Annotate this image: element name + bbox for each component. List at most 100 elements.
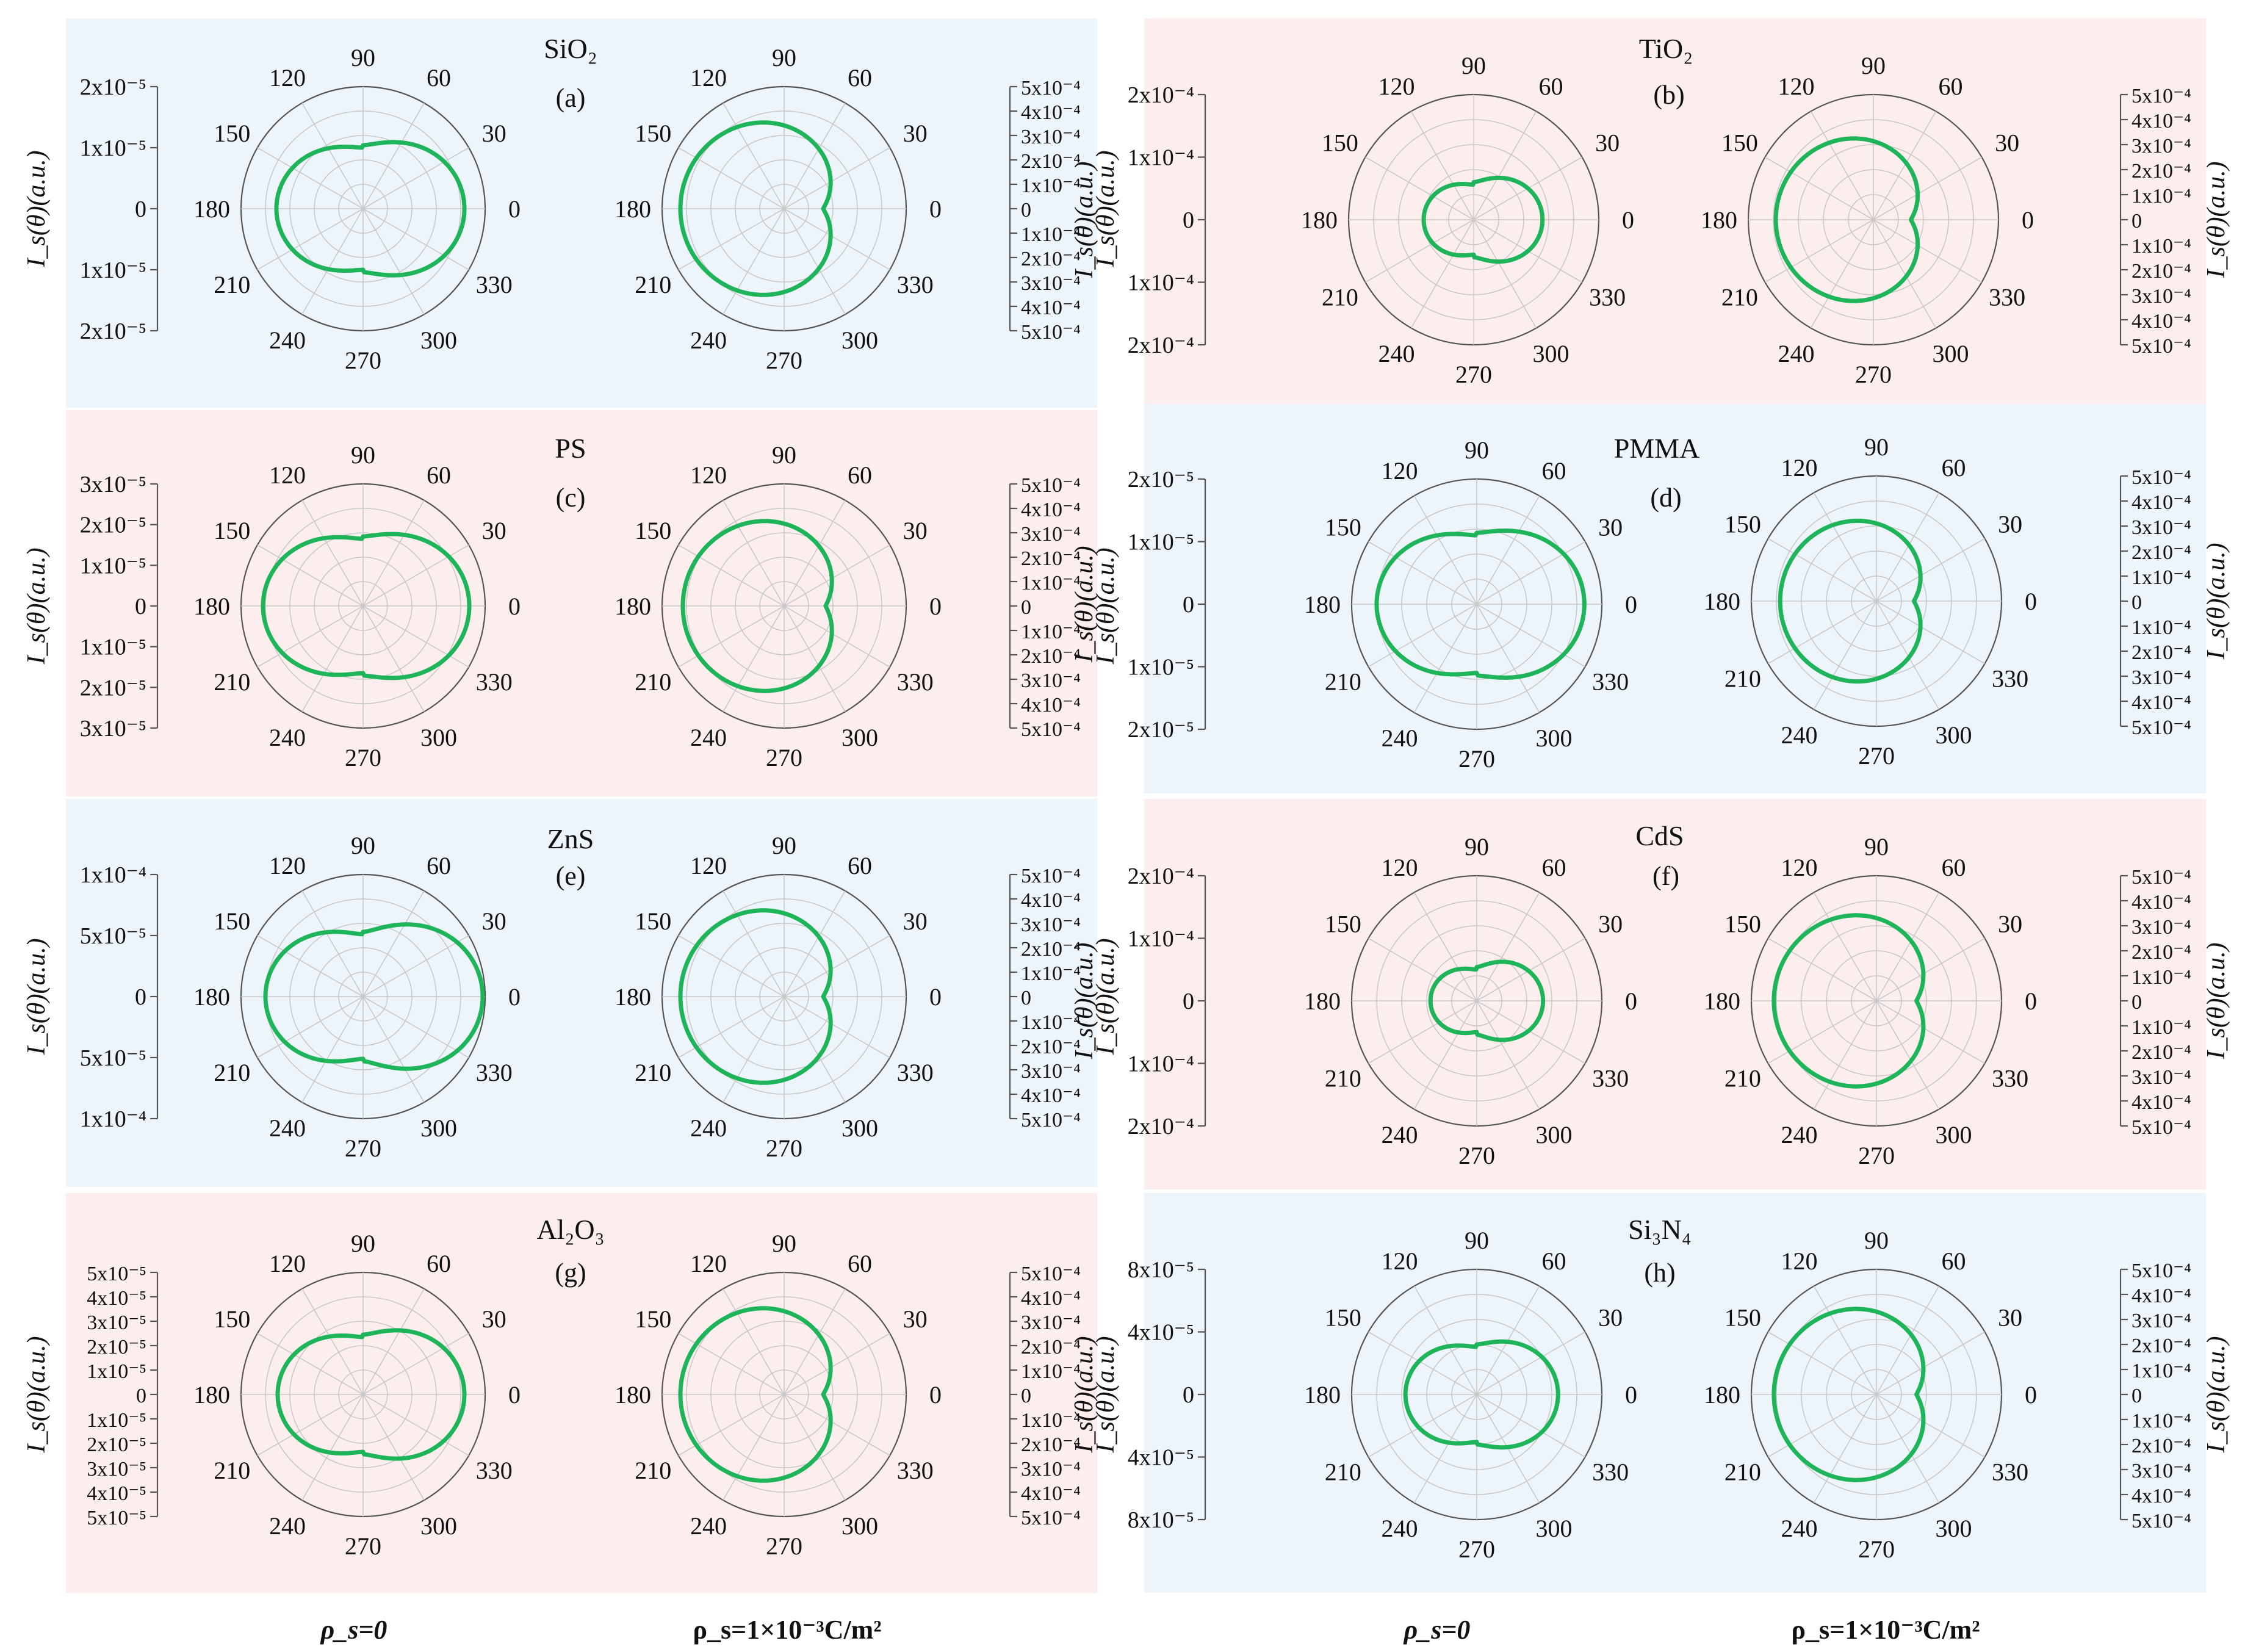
panel-h-right-axis-title: I_s(θ)(a.u.) xyxy=(2202,1336,2230,1454)
panel-a-right-angle-label-90: 90 xyxy=(772,44,796,71)
panel-g-right-spoke-330 xyxy=(784,1394,890,1456)
panel-h-left-angle-label-60: 60 xyxy=(1542,1247,1566,1275)
panel-a-left-axis-tick-label-4: 2x10⁻⁵ xyxy=(80,319,146,344)
panel-h-right-axis-tick-label-5: 0 xyxy=(2132,1385,2142,1407)
panel-h-left-angle-label-240: 240 xyxy=(1382,1515,1418,1542)
panel-f-right-axis-tick-label-10: 5x10⁻⁴ xyxy=(2132,1116,2191,1139)
panel-e-right-angle-label-180: 180 xyxy=(614,983,651,1011)
panel-f-right-angle-label-210: 210 xyxy=(1724,1065,1761,1092)
panel-a-left-radial-axis: 2x10⁻⁵ 1x10⁻⁵ 0 1x10⁻⁵ 2x10⁻⁵ I_s(θ)(a.u.) xyxy=(23,74,159,344)
panel-g-right-axis-tick-label-4: 1x10⁻⁴ xyxy=(1021,1360,1081,1383)
panel-h-right-angle-label-120: 120 xyxy=(1781,1247,1818,1275)
panel-f-right-axis-tick-label-5: 0 xyxy=(2132,991,2142,1014)
panel-d-left-angle-label-90: 90 xyxy=(1465,436,1489,464)
panel-f-right-angle-label-120: 120 xyxy=(1781,854,1818,881)
panel-f-left-angle-label-330: 330 xyxy=(1592,1065,1629,1092)
panel-b-right-angle-label-120: 120 xyxy=(1778,73,1815,100)
panel-f-material-label: CdS xyxy=(1635,820,1684,851)
panel-h-right-spoke-120 xyxy=(1813,1286,1877,1395)
panel-f-left-angle-label-0: 0 xyxy=(1625,987,1637,1015)
panel-a-right-axis-tick-label-10: 5x10⁻⁴ xyxy=(1021,321,1081,344)
panel-b-left-angle-label-120: 120 xyxy=(1378,73,1415,100)
panel-f-left-spoke-150 xyxy=(1368,937,1477,1001)
panel-d-right-spoke-330 xyxy=(1876,601,1985,665)
panel-f-left-intensity-curve xyxy=(1428,959,1546,1042)
panel-c-left-intensity-curve xyxy=(261,532,472,680)
panel-a-right-angle-label-0: 0 xyxy=(929,195,942,223)
panel-c-left-angle-label-0: 0 xyxy=(508,593,521,620)
panel-d-right-angle-label-180: 180 xyxy=(1704,588,1740,615)
panel-a-left-angle-label-180: 180 xyxy=(193,195,230,223)
panel-b-right-angle-label-30: 30 xyxy=(1995,129,2019,157)
panel-e-right-spoke-120 xyxy=(723,890,785,997)
panel-e: 0 30 60 90 120 150 180 210 240 270 300 330 0 30 60 90 12… xyxy=(23,799,1120,1187)
panel-g-left-spoke-210 xyxy=(257,1394,364,1456)
panel-b-left-angle-label-90: 90 xyxy=(1461,52,1486,79)
panel-d-left-angle-label-330: 330 xyxy=(1592,668,1629,696)
panel-d-right-spoke-30 xyxy=(1876,538,1985,602)
panel-e-right-axis-tick-label-3: 2x10⁻⁴ xyxy=(1021,938,1081,961)
panel-d-right-angle-label-210: 210 xyxy=(1724,665,1761,693)
panel-f-left-axis-tick-label-2: 0 xyxy=(1183,989,1194,1014)
panel-background xyxy=(66,799,1097,1187)
panel-b-left-angle-label-300: 300 xyxy=(1533,340,1569,367)
panel-h-right-angle-label-90: 90 xyxy=(1864,1227,1889,1254)
panel-c-right-spoke-300 xyxy=(784,605,846,712)
panel-h-right-axis-tick-label-9: 4x10⁻⁴ xyxy=(2132,1485,2191,1507)
panel-a-right-axis-tick-label-6: 1x10⁻⁴ xyxy=(1021,223,1081,246)
panel-b-left-spoke-150 xyxy=(1365,156,1474,220)
panel-c-left-angle-label-210: 210 xyxy=(214,668,250,696)
panel-a-left-spoke-60 xyxy=(362,103,425,209)
panel-g-right-axis-tick-label-2: 3x10⁻⁴ xyxy=(1021,1311,1081,1334)
panel-d-right-axis-tick-label-8: 3x10⁻⁴ xyxy=(2132,666,2191,689)
panel-b-right-radial-axis: 5x10⁻⁴4x10⁻⁴3x10⁻⁴2x10⁻⁴1x10⁻⁴01x10⁻⁴2x1… xyxy=(2119,85,2230,358)
panel-h-right-angle-label-60: 60 xyxy=(1942,1247,1966,1275)
panel-c-material-label: PS xyxy=(555,433,586,464)
panel-h-right-spoke-150 xyxy=(1768,1331,1877,1395)
panel-d-left-angle-label-0: 0 xyxy=(1625,591,1637,618)
panel-a-left-axis-tick-label-1: 1x10⁻⁵ xyxy=(80,135,146,161)
panel-g-left-axis-tick-label-4: 1x10⁻⁵ xyxy=(87,1360,146,1383)
panel-h-right-axis-tick-label-7: 2x10⁻⁴ xyxy=(2132,1435,2191,1457)
panel-g-left-axis-title: I_s(θ)(a.u.) xyxy=(23,1336,51,1454)
panel-d-left-spoke-240 xyxy=(1413,604,1477,713)
panel-g-left-angle-label-120: 120 xyxy=(269,1250,306,1277)
panel-g-right-spoke-300 xyxy=(784,1394,846,1501)
panel-a-left-spoke-150 xyxy=(257,147,364,209)
panel-f-left-angle-label-270: 270 xyxy=(1458,1142,1495,1169)
panel-d-right-angle-label-270: 270 xyxy=(1858,742,1895,770)
panel-g-left-spoke-300 xyxy=(362,1394,425,1501)
panel-e-left-angle-label-240: 240 xyxy=(269,1114,306,1142)
panel-h-right-polar: 0 30 60 90 120 150 180 210 240 270 300 330 xyxy=(1704,1227,2037,1563)
panel-a-left-spoke-240 xyxy=(301,208,364,315)
panel-g-right-axis-tick-label-3: 2x10⁻⁴ xyxy=(1021,1336,1081,1358)
panel-e-left-axis-tick-label-2: 0 xyxy=(135,984,146,1010)
panel-e-right-intensity-curve xyxy=(678,908,833,1085)
panel-h-right-angle-label-300: 300 xyxy=(1936,1515,1972,1542)
panel-h-right-angle-label-270: 270 xyxy=(1858,1535,1895,1563)
panel-e-right-spoke-30 xyxy=(784,935,890,997)
panel-e-right-angle-label-0: 0 xyxy=(929,983,942,1011)
panel-g-right-axis-tick-label-10: 5x10⁻⁴ xyxy=(1021,1507,1081,1529)
panel-f-right-spoke-120 xyxy=(1813,892,1877,1001)
panel-a-right-intensity-curve xyxy=(678,120,833,297)
panel-d-right-angle-label-150: 150 xyxy=(1724,511,1761,538)
panel-a-left-axis-tick-label-2: 0 xyxy=(135,197,146,222)
panel-b-right-spoke-210 xyxy=(1765,219,1874,283)
panel-a-left-angle-label-30: 30 xyxy=(482,120,506,147)
panel-g-right-axis-tick-label-8: 3x10⁻⁴ xyxy=(1021,1458,1081,1481)
panel-c-left-angle-label-150: 150 xyxy=(214,517,250,544)
panel-g-left-angle-label-90: 90 xyxy=(351,1230,375,1257)
panel-d-right-angle-label-330: 330 xyxy=(1992,665,2028,693)
panel-h-right-axis-tick-label-4: 1x10⁻⁴ xyxy=(2132,1360,2191,1382)
panel-d-left-angle-label-60: 60 xyxy=(1542,457,1566,485)
panel-d-left-spoke-300 xyxy=(1476,604,1540,713)
panel-a-right-spoke-330 xyxy=(784,208,890,270)
panel-f-right-polar: 0 30 60 90 120 150 180 210 240 270 300 330 xyxy=(1704,833,2037,1169)
panel-a-right-axis-tick-label-1: 4x10⁻⁴ xyxy=(1021,101,1081,124)
panel-g-right-spoke-60 xyxy=(784,1288,846,1395)
panel-c-right-axis-tick-label-7: 2x10⁻⁴ xyxy=(1021,645,1081,668)
panel-h-left-spoke-330 xyxy=(1476,1394,1585,1458)
panel-e-right-axis-tick-label-10: 5x10⁻⁴ xyxy=(1021,1109,1081,1131)
panel-b-left-axis-tick-label-2: 0 xyxy=(1183,207,1194,233)
